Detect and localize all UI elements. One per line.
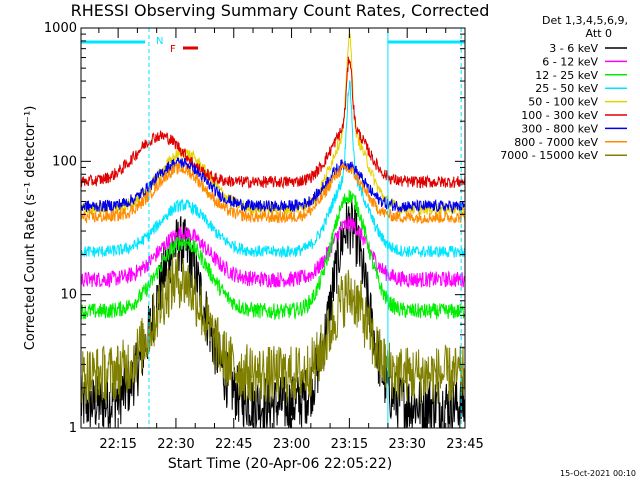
night-flag-label: N <box>156 36 163 47</box>
legend-label-2: 6 - 12 keV <box>542 55 598 68</box>
legend-label-7: 300 - 800 keV <box>521 122 598 135</box>
timestamp: 15-Oct-2021 00:10 <box>560 469 636 478</box>
x-tick-label: 22:15 <box>99 437 136 452</box>
series-line-8 <box>80 161 466 225</box>
y-tick-label: 10 <box>60 288 77 303</box>
series-line-9 <box>80 252 466 404</box>
series-line-2 <box>80 215 466 289</box>
x-tick-label: 23:00 <box>273 437 310 452</box>
y-tick-label: 1 <box>69 421 77 436</box>
x-tick-label: 22:30 <box>157 437 194 452</box>
legend-label-5: 50 - 100 keV <box>528 96 598 109</box>
flare-flag-label: F <box>170 44 176 55</box>
legend-attenuator: Att 0 <box>586 27 612 40</box>
x-tick-label: 23:45 <box>446 437 483 452</box>
y-tick-label: 1000 <box>44 21 77 36</box>
legend-label-1: 3 - 6 keV <box>549 42 598 55</box>
legend-label-4: 25 - 50 keV <box>535 82 598 95</box>
plot-frame <box>80 27 466 429</box>
legend-label-8: 800 - 7000 keV <box>514 136 598 149</box>
y-tick-label: 100 <box>52 154 77 169</box>
x-tick-label: 22:45 <box>215 437 252 452</box>
legend-label-9: 7000 - 15000 keV <box>500 149 598 162</box>
series-line-4 <box>80 80 466 259</box>
x-axis-label: Start Time (20-Apr-06 22:05:22) <box>168 456 392 472</box>
chart-title: RHESSI Observing Summary Count Rates, Co… <box>71 1 490 20</box>
x-tick-label: 23:15 <box>331 437 368 452</box>
legend-label-6: 100 - 300 keV <box>521 109 598 122</box>
series-line-6 <box>80 56 466 190</box>
series-line-3 <box>80 189 466 321</box>
y-axis-label: Corrected Count Rate (s⁻¹ detector⁻¹) <box>23 106 38 351</box>
legend-label-3: 12 - 25 keV <box>535 69 598 82</box>
legend-detectors: Det 1,3,4,5,6,9, <box>542 14 628 27</box>
x-tick-label: 23:30 <box>388 437 425 452</box>
